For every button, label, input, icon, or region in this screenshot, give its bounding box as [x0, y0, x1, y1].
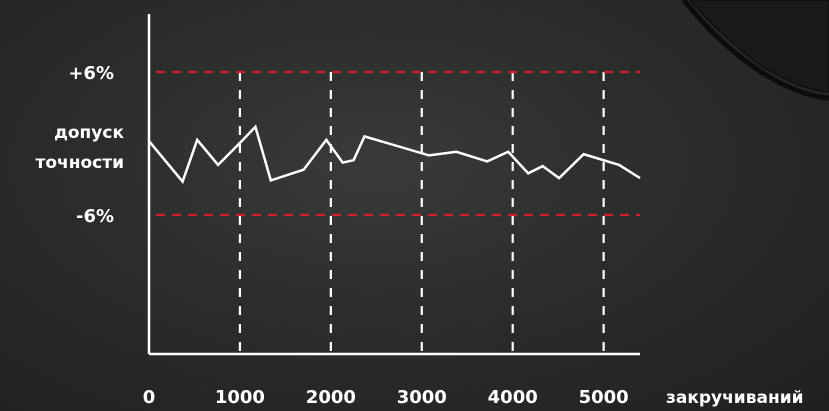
- y-axis-label-line-2: точности: [36, 153, 124, 173]
- upper-tolerance-label: +6%: [68, 63, 114, 84]
- x-tick-labels: 0 1000 2000 3000 4000 5000: [143, 387, 629, 408]
- y-axis-label-line-1: допуск: [54, 123, 124, 143]
- x-tick-label-0: 0: [143, 387, 156, 408]
- axes: [147, 14, 640, 356]
- x-tick-label-2000: 2000: [306, 387, 356, 408]
- tolerance-lines: [156, 70, 640, 217]
- decorative-corner-shape: [688, 0, 829, 94]
- x-axis-label: закручиваний: [666, 388, 804, 408]
- decorative-corner-edge: [682, 0, 829, 101]
- series-line-0: [148, 124, 641, 185]
- tolerance-labels: +6% -6%: [68, 63, 114, 227]
- lower-tolerance-label: -6%: [76, 206, 114, 227]
- x-tick-label-4000: 4000: [488, 387, 538, 408]
- vertical-gridlines: [238, 72, 605, 354]
- series-group: [148, 124, 641, 185]
- x-tick-label-1000: 1000: [215, 387, 265, 408]
- x-tick-label-3000: 3000: [397, 387, 447, 408]
- x-tick-label-5000: 5000: [579, 387, 629, 408]
